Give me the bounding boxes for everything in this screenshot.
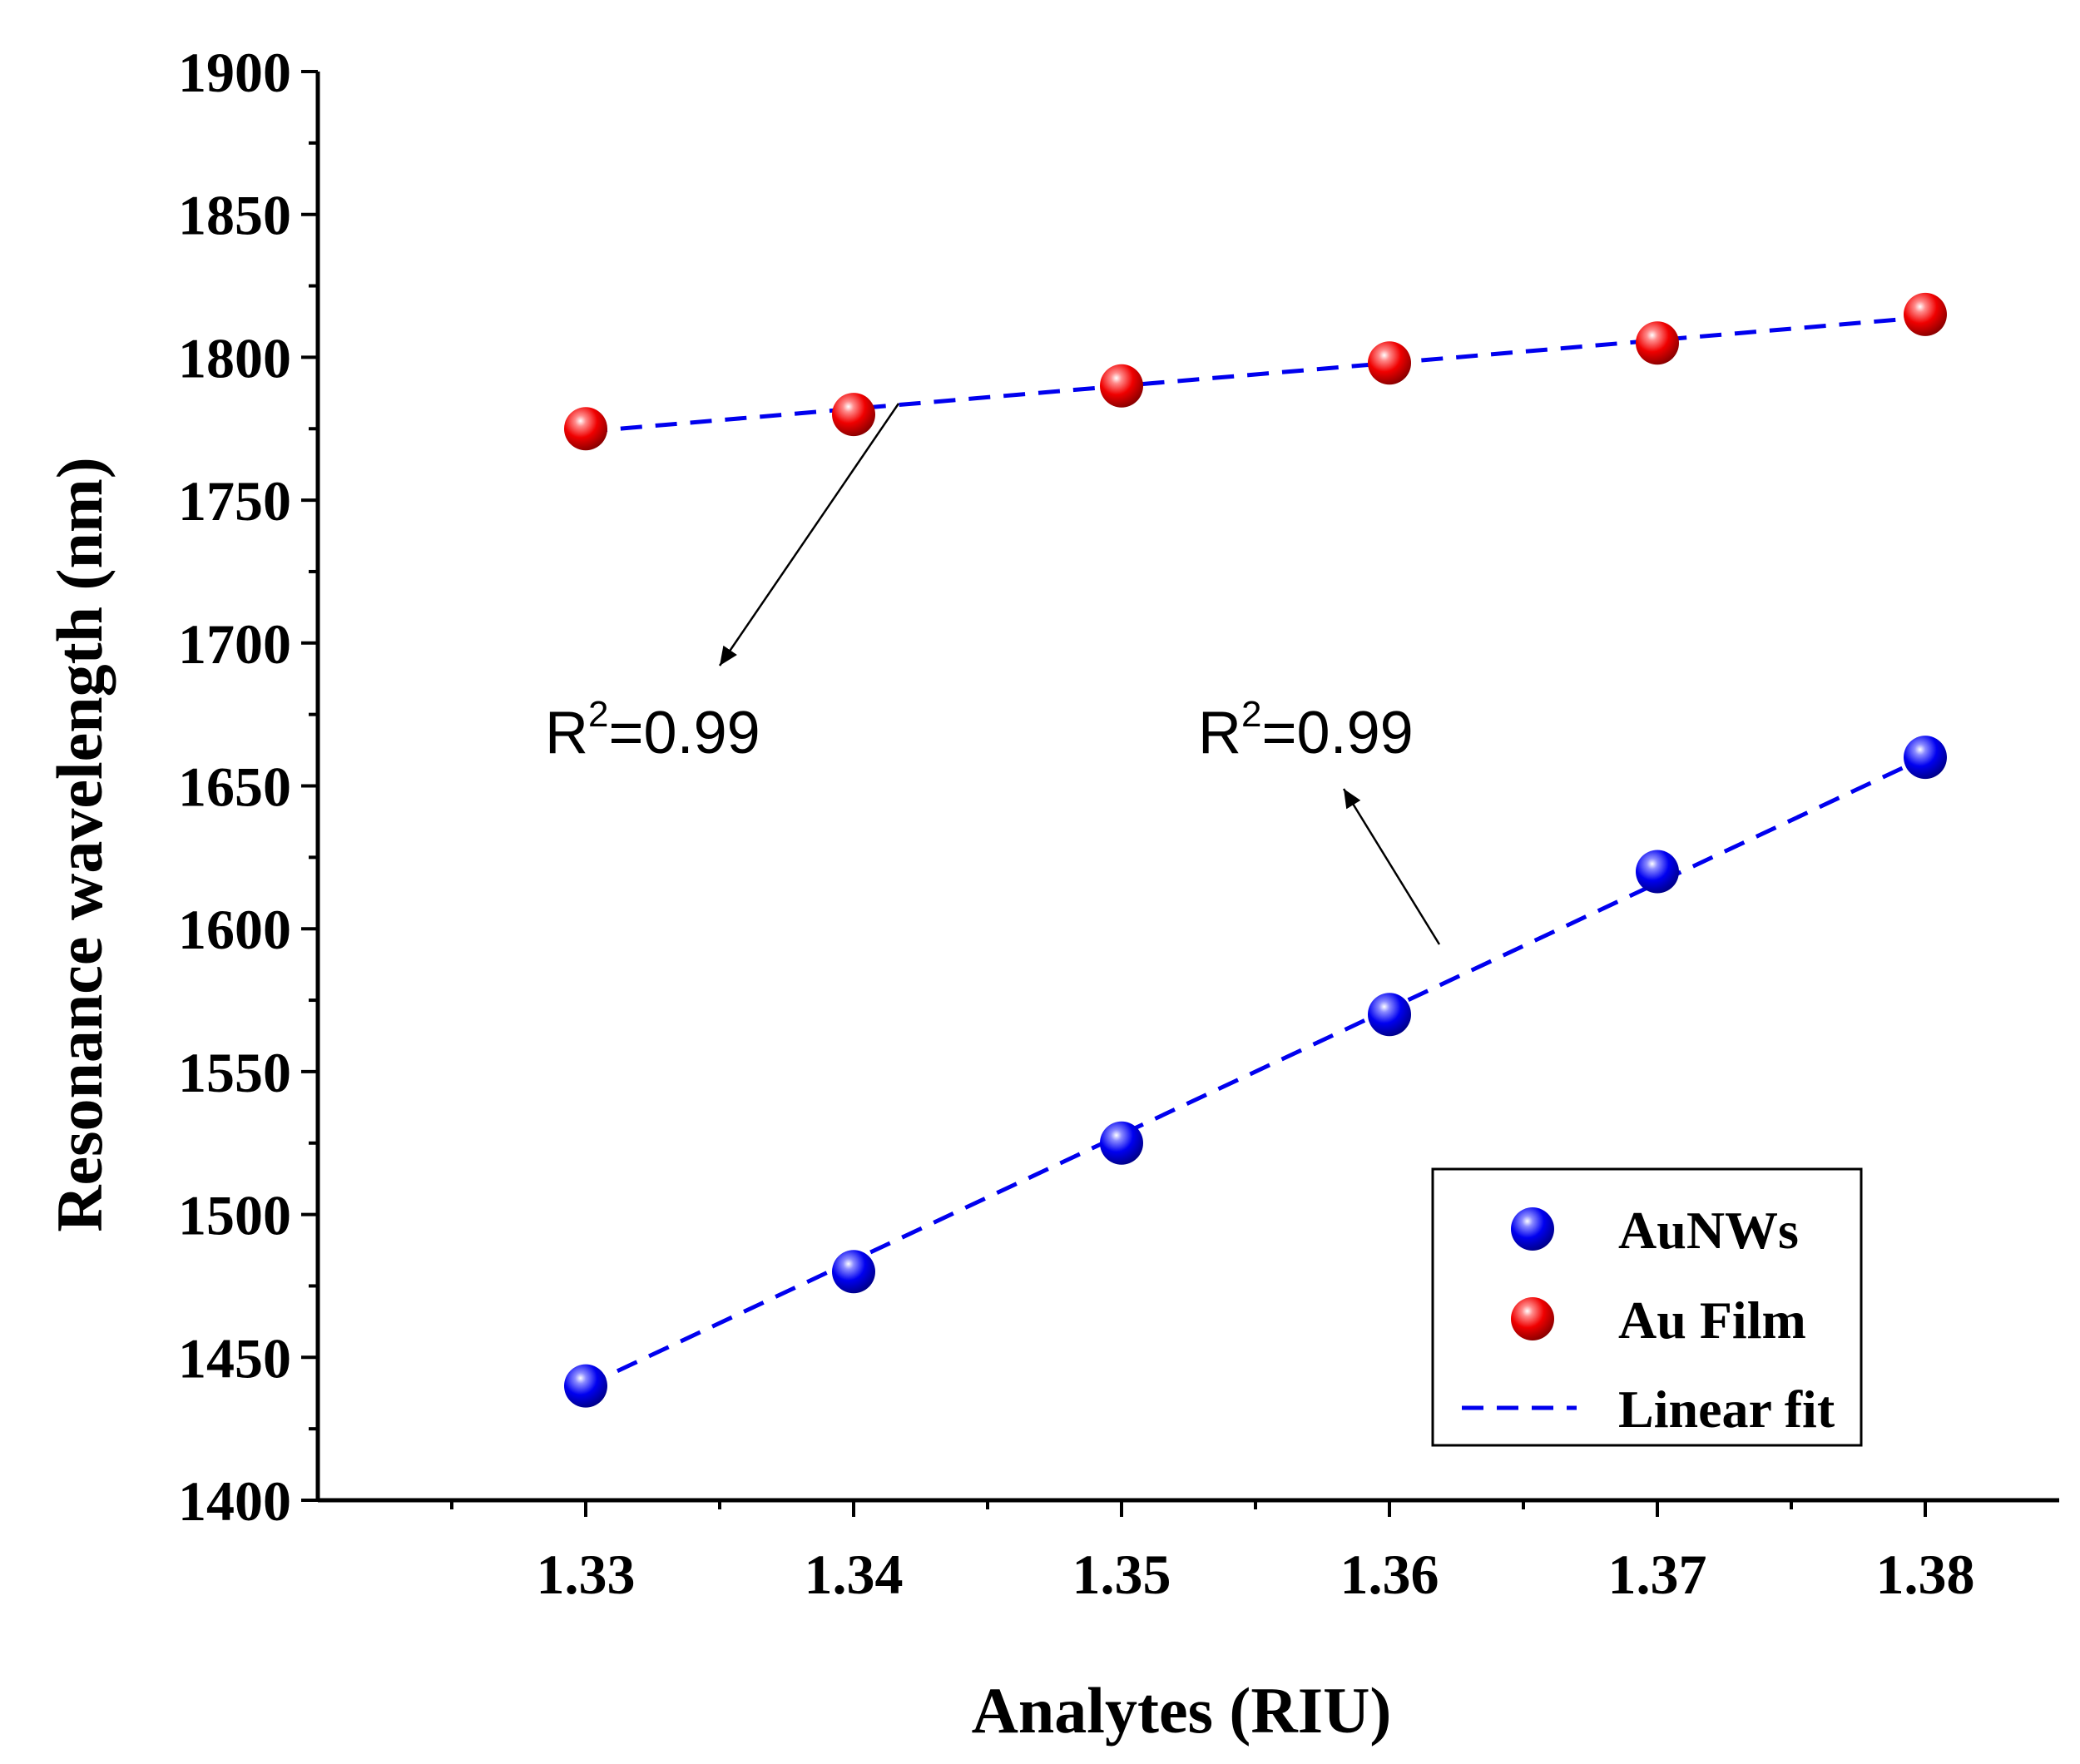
au-film-point <box>1100 364 1143 408</box>
y-tick-label: 1500 <box>178 1184 291 1247</box>
annotation-arrow-aunws <box>1342 788 1441 945</box>
au-film-point <box>564 407 607 451</box>
y-tick-label: 1700 <box>178 612 291 676</box>
x-tick-label: 1.35 <box>1072 1543 1171 1606</box>
au-film-point <box>1904 292 1947 336</box>
y-tick-label: 1600 <box>178 898 291 961</box>
y-tick-label: 1850 <box>178 184 291 247</box>
legend-label-linear-fit: Linear fit <box>1618 1380 1835 1439</box>
x-tick-label: 1.36 <box>1340 1543 1439 1606</box>
aunws-point <box>564 1364 607 1408</box>
au-film-point <box>1636 321 1679 365</box>
x-tick-label: 1.38 <box>1876 1543 1975 1606</box>
annotation-r2-aunws: R2=0.99 <box>1198 694 1414 766</box>
x-tick-label: 1.33 <box>537 1543 636 1606</box>
legend-label-aunws: AuNWs <box>1618 1201 1799 1260</box>
fit-lines <box>584 315 1927 1388</box>
x-tick-label: 1.34 <box>805 1543 904 1606</box>
annotations: R2=0.99 R2=0.99 <box>545 403 1441 945</box>
annotation-arrow-au-film <box>718 403 900 666</box>
x-tick-label: 1.37 <box>1608 1543 1707 1606</box>
axes: 1400 1450 1500 1550 1600 1650 1700 1750 1800 1850… <box>178 41 2059 1606</box>
aunws-point <box>832 1250 875 1294</box>
aunws-point <box>1368 993 1411 1037</box>
y-tick-label: 1750 <box>178 469 291 533</box>
au-film-point <box>832 393 875 437</box>
fit-line-aunws <box>584 755 1927 1388</box>
y-tick-label: 1650 <box>178 756 291 819</box>
legend-box <box>1431 1167 1863 1447</box>
legend-marker-au-film <box>1511 1297 1554 1340</box>
y-tick-label: 1900 <box>178 41 291 104</box>
legend-label-au-film: Au Film <box>1618 1291 1806 1350</box>
aunws-point <box>1100 1121 1143 1165</box>
au-film-point <box>1368 341 1411 385</box>
x-axis-title: Analytes (RIU) <box>972 1674 1392 1747</box>
annotation-r2-au-film: R2=0.99 <box>545 694 760 766</box>
y-tick-label: 1800 <box>178 326 291 389</box>
y-tick-label: 1550 <box>178 1041 291 1104</box>
fit-line-au-film <box>585 315 1926 434</box>
y-tick-label: 1450 <box>178 1326 291 1390</box>
y-tick-label: 1400 <box>178 1469 291 1533</box>
legend-marker-aunws <box>1511 1207 1554 1251</box>
y-axis-title: Resonance wavelength (nm) <box>43 457 116 1232</box>
aunws-point <box>1636 850 1679 894</box>
legend: AuNWs Au Film Linear fit <box>1431 1167 1863 1447</box>
data-points <box>564 292 1947 1408</box>
aunws-point <box>1904 736 1947 780</box>
